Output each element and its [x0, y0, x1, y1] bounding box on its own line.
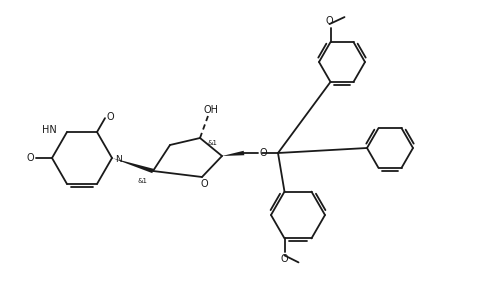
- Text: O: O: [281, 254, 288, 264]
- Text: O: O: [326, 16, 333, 26]
- Text: N: N: [115, 155, 122, 164]
- Text: &1: &1: [138, 178, 148, 184]
- Text: O: O: [106, 112, 114, 122]
- Text: &1: &1: [207, 140, 217, 146]
- Text: O: O: [26, 153, 34, 163]
- Text: OH: OH: [204, 105, 218, 115]
- Text: O: O: [200, 179, 208, 189]
- Polygon shape: [222, 151, 245, 156]
- Polygon shape: [112, 158, 154, 173]
- Text: HN: HN: [42, 125, 57, 135]
- Text: O: O: [259, 148, 267, 158]
